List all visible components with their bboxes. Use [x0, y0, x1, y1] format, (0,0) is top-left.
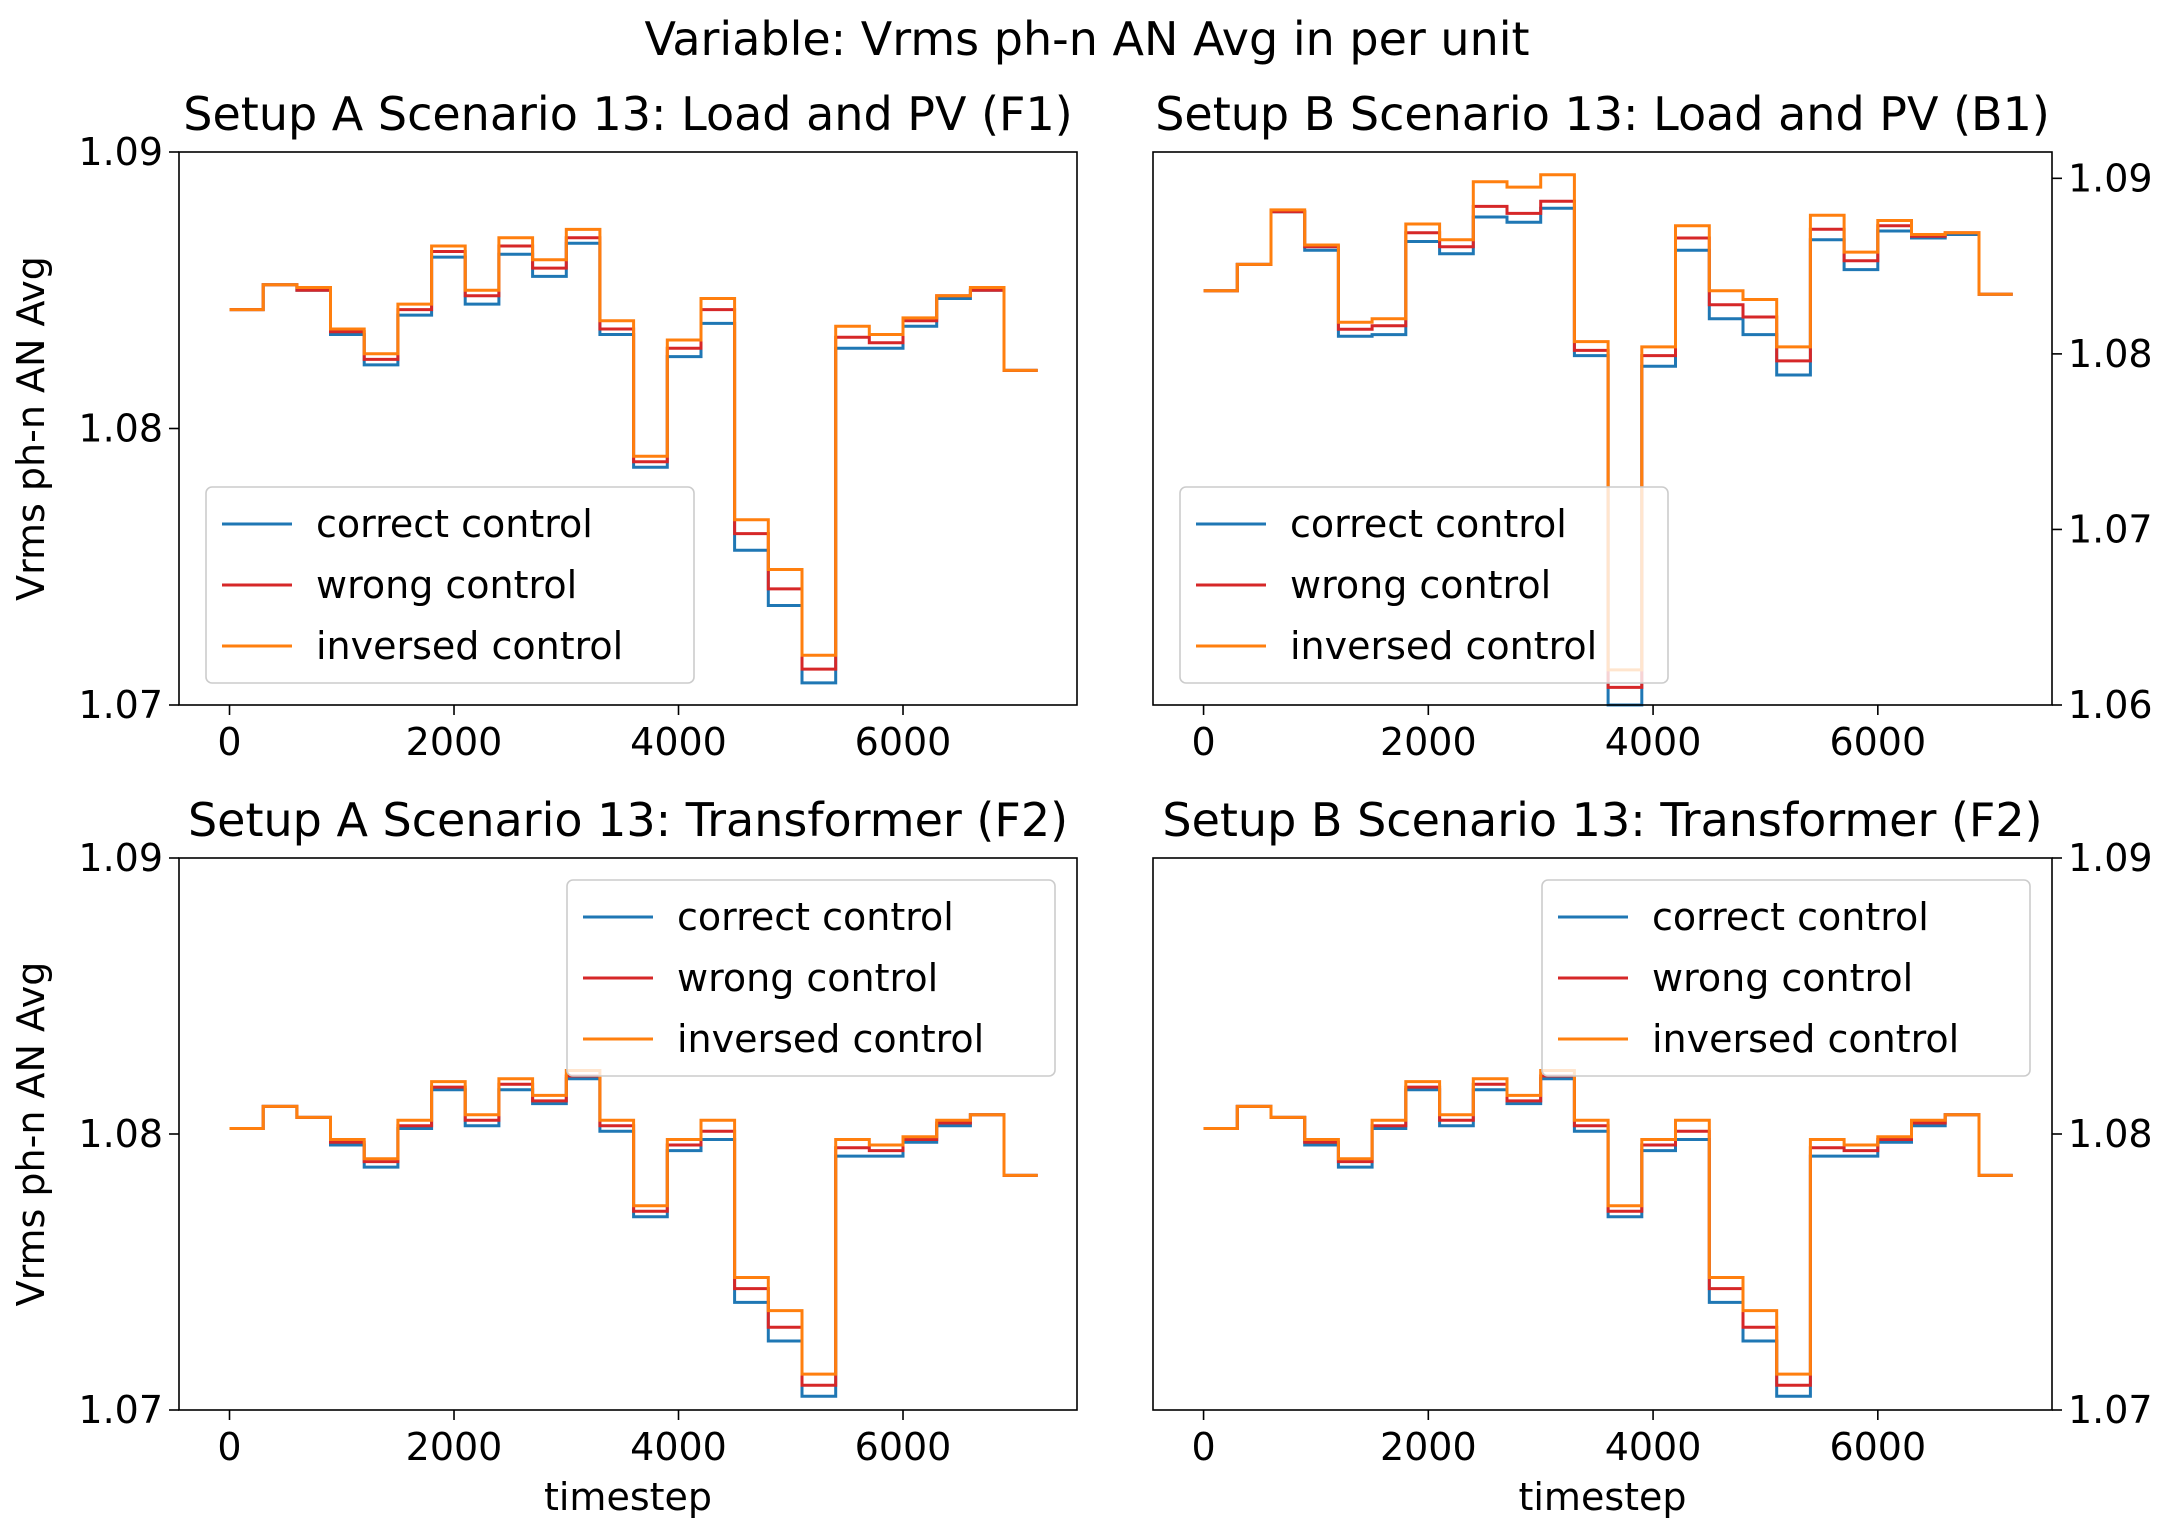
panel-3: Setup A Scenario 13: Transformer (F2) 0 20…: [9, 793, 1078, 1519]
legend-box: [566, 879, 1056, 1077]
y-tick-label: 1.07: [78, 683, 163, 727]
y-tick-label: 1.09: [78, 130, 163, 174]
y-axis-label: Vrms ph-n AN Avg: [9, 962, 53, 1307]
x-tick-label: 2000: [406, 720, 503, 764]
x-tick-label: 4000: [1605, 1425, 1702, 1469]
axes-frame: [1152, 151, 2053, 706]
x-tick-label: 0: [1191, 1425, 1215, 1469]
panel-title: Setup B Scenario 13: Load and PV (B1): [1155, 87, 2050, 141]
x-tick-label: 6000: [855, 720, 952, 764]
y-tick-label: 1.08: [78, 407, 163, 451]
x-tick-label: 0: [1191, 720, 1215, 764]
y-tick-label: 1.07: [2068, 1388, 2153, 1432]
x-tick-label: 6000: [1829, 720, 1926, 764]
series-group: [1203, 1069, 2013, 1398]
series-group: [229, 227, 1038, 685]
x-tick-label: 6000: [1829, 1425, 1926, 1469]
x-tick-label: 2000: [406, 1425, 503, 1469]
y-tick-label: 1.08: [78, 1112, 163, 1156]
y-tick-label: 1.06: [2068, 683, 2153, 727]
legend-label: inversed control: [1290, 624, 1597, 668]
panel-title: Setup B Scenario 13: Transformer (F2): [1162, 793, 2042, 847]
panel-4: Setup B Scenario 13: Transformer (F2) 0 20…: [1152, 793, 2153, 1519]
legend-box: [205, 486, 695, 684]
x-tick-label: 4000: [1605, 720, 1702, 764]
x-tick-label: 2000: [1380, 1425, 1477, 1469]
y-tick-label: 1.09: [78, 836, 163, 880]
y-axis-label: Vrms ph-n AN Avg: [9, 256, 53, 601]
panels: Setup A Scenario 13: Load and PV (F1) 0 20…: [9, 87, 2153, 1519]
y-tick-label: 1.09: [2068, 836, 2153, 880]
legend: correct control wrong control inversed con…: [1179, 486, 1669, 684]
series-line-inversed-control: [229, 1069, 1038, 1376]
y-tick-label: 1.08: [2068, 1112, 2153, 1156]
legend-label: wrong control: [316, 563, 577, 607]
x-tick-label: 4000: [630, 720, 727, 764]
series-line-inversed-control: [1203, 1069, 2013, 1376]
panel-2: Setup B Scenario 13: Load and PV (B1) 0 20…: [1152, 87, 2153, 764]
figure-suptitle: Variable: Vrms ph-n AN Avg in per unit: [644, 12, 1529, 66]
legend-label: wrong control: [1652, 956, 1913, 1000]
x-axis-label: timestep: [1518, 1475, 1686, 1519]
panel-1: Setup A Scenario 13: Load and PV (F1) 0 20…: [9, 87, 1078, 764]
panel-title: Setup A Scenario 13: Load and PV (F1): [183, 87, 1072, 141]
x-tick-label: 0: [217, 1425, 241, 1469]
y-tick-label: 1.09: [2068, 156, 2153, 200]
legend-label: correct control: [1290, 502, 1567, 546]
legend-label: wrong control: [1290, 563, 1551, 607]
legend: correct control wrong control inversed con…: [566, 879, 1056, 1077]
x-tick-label: 4000: [630, 1425, 727, 1469]
legend-box: [1179, 486, 1669, 684]
series-group: [229, 1069, 1038, 1398]
legend-label: correct control: [677, 895, 954, 939]
legend: correct control wrong control inversed con…: [205, 486, 695, 684]
y-tick-label: 1.07: [2068, 507, 2153, 551]
x-tick-label: 0: [217, 720, 241, 764]
x-tick-label: 6000: [855, 1425, 952, 1469]
series-line-inversed-control: [229, 227, 1038, 657]
legend-label: wrong control: [677, 956, 938, 1000]
legend-label: correct control: [316, 502, 593, 546]
legend: correct control wrong control inversed con…: [1541, 879, 2031, 1077]
legend-label: inversed control: [677, 1017, 984, 1061]
x-tick-label: 2000: [1380, 720, 1477, 764]
panel-title: Setup A Scenario 13: Transformer (F2): [188, 793, 1068, 847]
legend-label: correct control: [1652, 895, 1929, 939]
y-tick-label: 1.07: [78, 1388, 163, 1432]
legend-label: inversed control: [316, 624, 623, 668]
legend-label: inversed control: [1652, 1017, 1959, 1061]
y-tick-label: 1.08: [2068, 332, 2153, 376]
x-axis-label: timestep: [544, 1475, 712, 1519]
legend-box: [1541, 879, 2031, 1077]
